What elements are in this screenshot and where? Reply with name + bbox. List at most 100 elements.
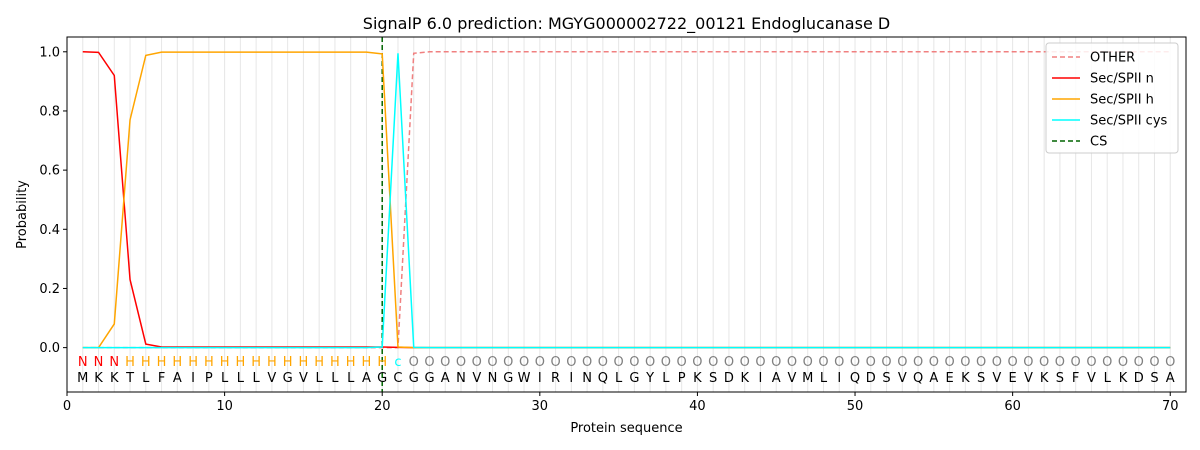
annotation-label: O: [1055, 355, 1065, 370]
residue-label: W: [518, 371, 531, 386]
annotation-label: O: [550, 355, 560, 370]
annotation-label: O: [645, 355, 655, 370]
y-tick-label: 0.6: [39, 164, 60, 179]
legend-label: Sec/SPII h: [1090, 93, 1154, 108]
annotation-label: O: [472, 355, 482, 370]
annotation-label: O: [834, 355, 844, 370]
residue-label: A: [173, 371, 182, 386]
residue-label: M: [802, 371, 813, 386]
annotation-label: O: [803, 355, 813, 370]
residue-label: Q: [850, 371, 860, 386]
legend-box: [1045, 42, 1179, 154]
legend-label: Sec/SPII n: [1090, 72, 1154, 87]
annotation-label: O: [897, 355, 907, 370]
x-tick-label: 70: [1162, 399, 1179, 414]
annotation-label: O: [850, 355, 860, 370]
chart-title: SignalP 6.0 prediction: MGYG000002722_00…: [363, 14, 890, 34]
annotation-label: H: [267, 355, 277, 370]
residue-label: D: [866, 371, 876, 386]
residue-label: L: [1104, 371, 1112, 386]
residue-label: G: [503, 371, 513, 386]
annotation-label: O: [944, 355, 954, 370]
annotation-label: O: [1071, 355, 1081, 370]
annotation-label: O: [692, 355, 702, 370]
residue-label: L: [221, 371, 229, 386]
residue-label: V: [898, 371, 907, 386]
residue-label: V: [788, 371, 797, 386]
residue-label: S: [882, 371, 890, 386]
residue-label: I: [759, 371, 763, 386]
residue-label: V: [267, 371, 276, 386]
annotation-label: H: [330, 355, 340, 370]
residue-label: K: [693, 371, 702, 386]
residue-label: F: [158, 371, 165, 386]
y-tick-label: 0.8: [39, 104, 60, 119]
residue-label: D: [724, 371, 734, 386]
residue-label: S: [977, 371, 985, 386]
residue-label: G: [283, 371, 293, 386]
residue-label: A: [1166, 371, 1175, 386]
annotation-label: H: [362, 355, 372, 370]
annotation-label: O: [629, 355, 639, 370]
residue-label: L: [347, 371, 355, 386]
residue-label: K: [1040, 371, 1049, 386]
y-axis-label: Probability: [15, 180, 30, 249]
annotation-label: H: [314, 355, 324, 370]
x-tick-label: 60: [1004, 399, 1021, 414]
residue-label: N: [488, 371, 498, 386]
grid-lines: [82, 37, 1171, 392]
annotation-label: O: [1149, 355, 1159, 370]
annotation-label: O: [614, 355, 624, 370]
annotation-label: O: [1118, 355, 1128, 370]
residue-label: V: [299, 371, 308, 386]
annotation-label: O: [1165, 355, 1175, 370]
annotation-label: O: [582, 355, 592, 370]
residue-label: G: [409, 371, 419, 386]
annotation-label: O: [1102, 355, 1112, 370]
annotation-label: O: [503, 355, 513, 370]
annotation-label: H: [157, 355, 167, 370]
annotation-label: O: [661, 355, 671, 370]
residue-label: L: [316, 371, 324, 386]
annotation-label: O: [881, 355, 891, 370]
annotation-label: O: [1039, 355, 1049, 370]
x-tick-label: 10: [216, 399, 233, 414]
residue-label: L: [331, 371, 339, 386]
annotation-label: O: [708, 355, 718, 370]
annotation-label: O: [519, 355, 529, 370]
residue-label: L: [237, 371, 245, 386]
annotation-label: N: [94, 355, 104, 370]
residue-label: A: [772, 371, 781, 386]
residue-label: V: [472, 371, 481, 386]
annotation-label: H: [125, 355, 135, 370]
annotation-label: c: [394, 355, 401, 370]
y-tick-label: 0.4: [39, 223, 60, 238]
residue-label: Y: [645, 371, 654, 386]
residue-label: Q: [913, 371, 923, 386]
annotation-label: O: [992, 355, 1002, 370]
residue-label: D: [1134, 371, 1144, 386]
annotation-label: H: [172, 355, 182, 370]
residue-label: I: [837, 371, 841, 386]
plot-frame: [66, 36, 1187, 393]
residue-label: A: [362, 371, 371, 386]
residue-label: K: [961, 371, 970, 386]
residue-label: Q: [598, 371, 608, 386]
annotation-label: H: [204, 355, 214, 370]
x-tick-label: 30: [532, 399, 549, 414]
residue-label: T: [125, 371, 134, 386]
annotation-label: O: [677, 355, 687, 370]
residue-label: N: [582, 371, 592, 386]
axes-layer: 0 10 20 30 40 50 60 70 0.0 0.2 0.4 0.6 0.8 1.0: [39, 45, 1178, 414]
residue-label: S: [1056, 371, 1064, 386]
x-tick-label: 20: [374, 399, 391, 414]
residue-label: G: [424, 371, 434, 386]
residue-label: A: [929, 371, 938, 386]
legend: OTHER Sec/SPII n Sec/SPII h Sec/SPII cys CS: [1045, 42, 1179, 154]
x-axis-label: Protein sequence: [570, 421, 682, 436]
residue-label: V: [1087, 371, 1096, 386]
residue-label: K: [1119, 371, 1128, 386]
annotation-label: O: [960, 355, 970, 370]
sequence-layer: NMNKNKHTHLHFHAHIHPHLHLHLHVHGHVHLHLHLHAHG…: [77, 355, 1175, 386]
residue-label: F: [1072, 371, 1079, 386]
